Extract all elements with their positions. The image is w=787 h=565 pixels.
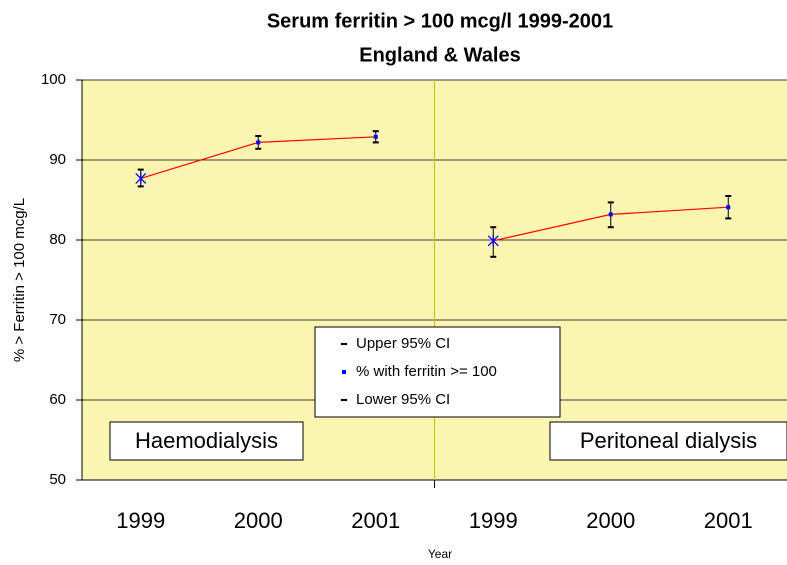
y-tick-label: 80: [49, 231, 66, 248]
x-axis-title: Year: [428, 547, 452, 561]
y-tick-label: 70: [49, 311, 66, 328]
panel-label-box: [109, 421, 304, 461]
legend-label: % with ferritin >= 100: [356, 363, 497, 380]
title-backdrop: [205, 0, 672, 79]
y-axis-title: % > Ferritin > 100 mcg/L: [11, 198, 28, 362]
panel-label: Peritoneal dialysis: [580, 428, 757, 453]
data-point: [487, 234, 499, 247]
data-point: [373, 134, 378, 139]
panel-label: Haemodialysis: [135, 428, 278, 453]
data-point: [608, 212, 613, 217]
y-tick-label: 100: [41, 71, 66, 88]
x-tick-label: 1999: [116, 508, 165, 533]
x-tick-label: 1999: [469, 508, 518, 533]
legend-box: [314, 326, 561, 418]
x-tick-label: 2001: [351, 508, 400, 533]
legend-marker: [342, 370, 346, 374]
x-tick-label: 2000: [586, 508, 635, 533]
chart-subtitle: England & Wales: [359, 44, 521, 66]
chart-title: Serum ferritin > 100 mcg/l 1999-2001: [267, 10, 613, 32]
data-point: [135, 172, 147, 185]
data-point: [726, 205, 731, 210]
legend-label: Lower 95% CI: [356, 391, 450, 408]
y-tick-label: 50: [49, 471, 66, 488]
panel-label-box: [549, 421, 787, 461]
x-tick-label: 2000: [234, 508, 283, 533]
data-point: [256, 140, 261, 145]
x-tick-label: 2001: [704, 508, 753, 533]
legend-label: Upper 95% CI: [356, 335, 450, 352]
y-tick-label: 60: [49, 391, 66, 408]
y-tick-label: 90: [49, 151, 66, 168]
